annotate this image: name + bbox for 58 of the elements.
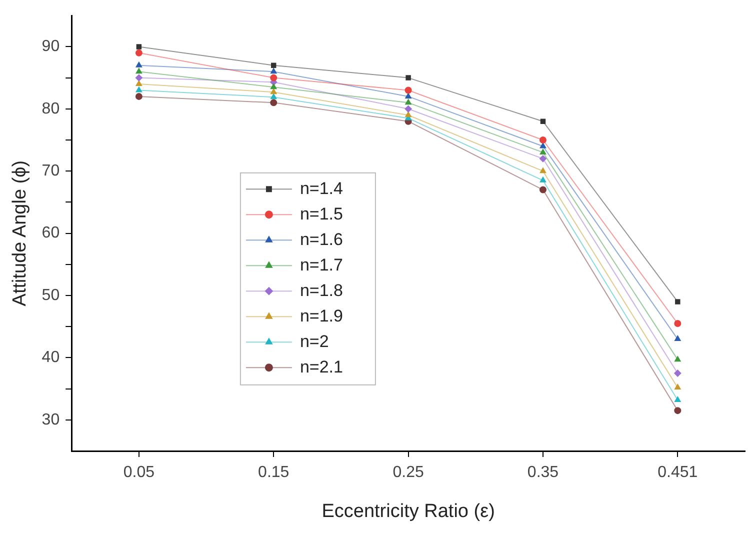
y-tick-label: 30 [42,411,60,428]
point [270,62,276,68]
point [270,99,278,106]
point [539,186,546,194]
y-tick-label: 40 [42,349,60,366]
point [674,356,681,362]
point [135,92,142,100]
legend-label: n=2.1 [300,357,343,376]
point [674,396,681,402]
x-axis-title: Eccentricity Ratio (ε) [322,500,495,522]
y-tick-label: 90 [42,38,60,56]
point [540,142,546,148]
point [270,84,277,90]
point [540,176,546,182]
point [675,299,680,304]
x-tick-label: 0.15 [258,464,290,482]
point [270,88,277,94]
legend-label: n=1.8 [300,280,343,300]
legend-label: n=2 [300,332,329,351]
x-tick-label: 0.35 [527,464,559,482]
point [406,75,411,80]
point [270,68,277,74]
legend-label: n=1.5 [300,204,343,224]
point [540,118,546,124]
y-tick-label: 80 [42,100,60,118]
y-axis-title: Attitude Angle (ϕ) [10,160,31,306]
point [540,168,546,174]
point [136,62,142,68]
legend-label: n=1.6 [300,230,343,249]
point [270,94,277,100]
point [270,74,278,82]
point [539,155,546,162]
point [404,105,412,112]
x-tick-label: 0.25 [392,464,424,482]
legend-label: n=1.7 [300,255,343,274]
point [136,80,142,86]
point [674,370,682,377]
legend-label: n=1.9 [300,306,343,326]
point [539,136,546,144]
y-tick-label: 50 [42,286,60,304]
y-tick-label: 70 [42,162,60,180]
point [674,320,682,327]
point [405,99,412,105]
x-tick-label: 0.451 [658,464,698,482]
point [136,44,142,50]
x-tick-label: 0.05 [123,464,155,482]
point [405,112,412,118]
point [136,68,142,74]
legend-label: n=1.4 [300,178,343,198]
point [136,86,142,92]
point [674,407,682,414]
y-tick-label: 60 [42,224,60,242]
point [674,384,681,390]
point [135,49,142,56]
point [674,336,681,342]
point [540,148,546,154]
point [135,74,142,82]
point [404,86,412,94]
